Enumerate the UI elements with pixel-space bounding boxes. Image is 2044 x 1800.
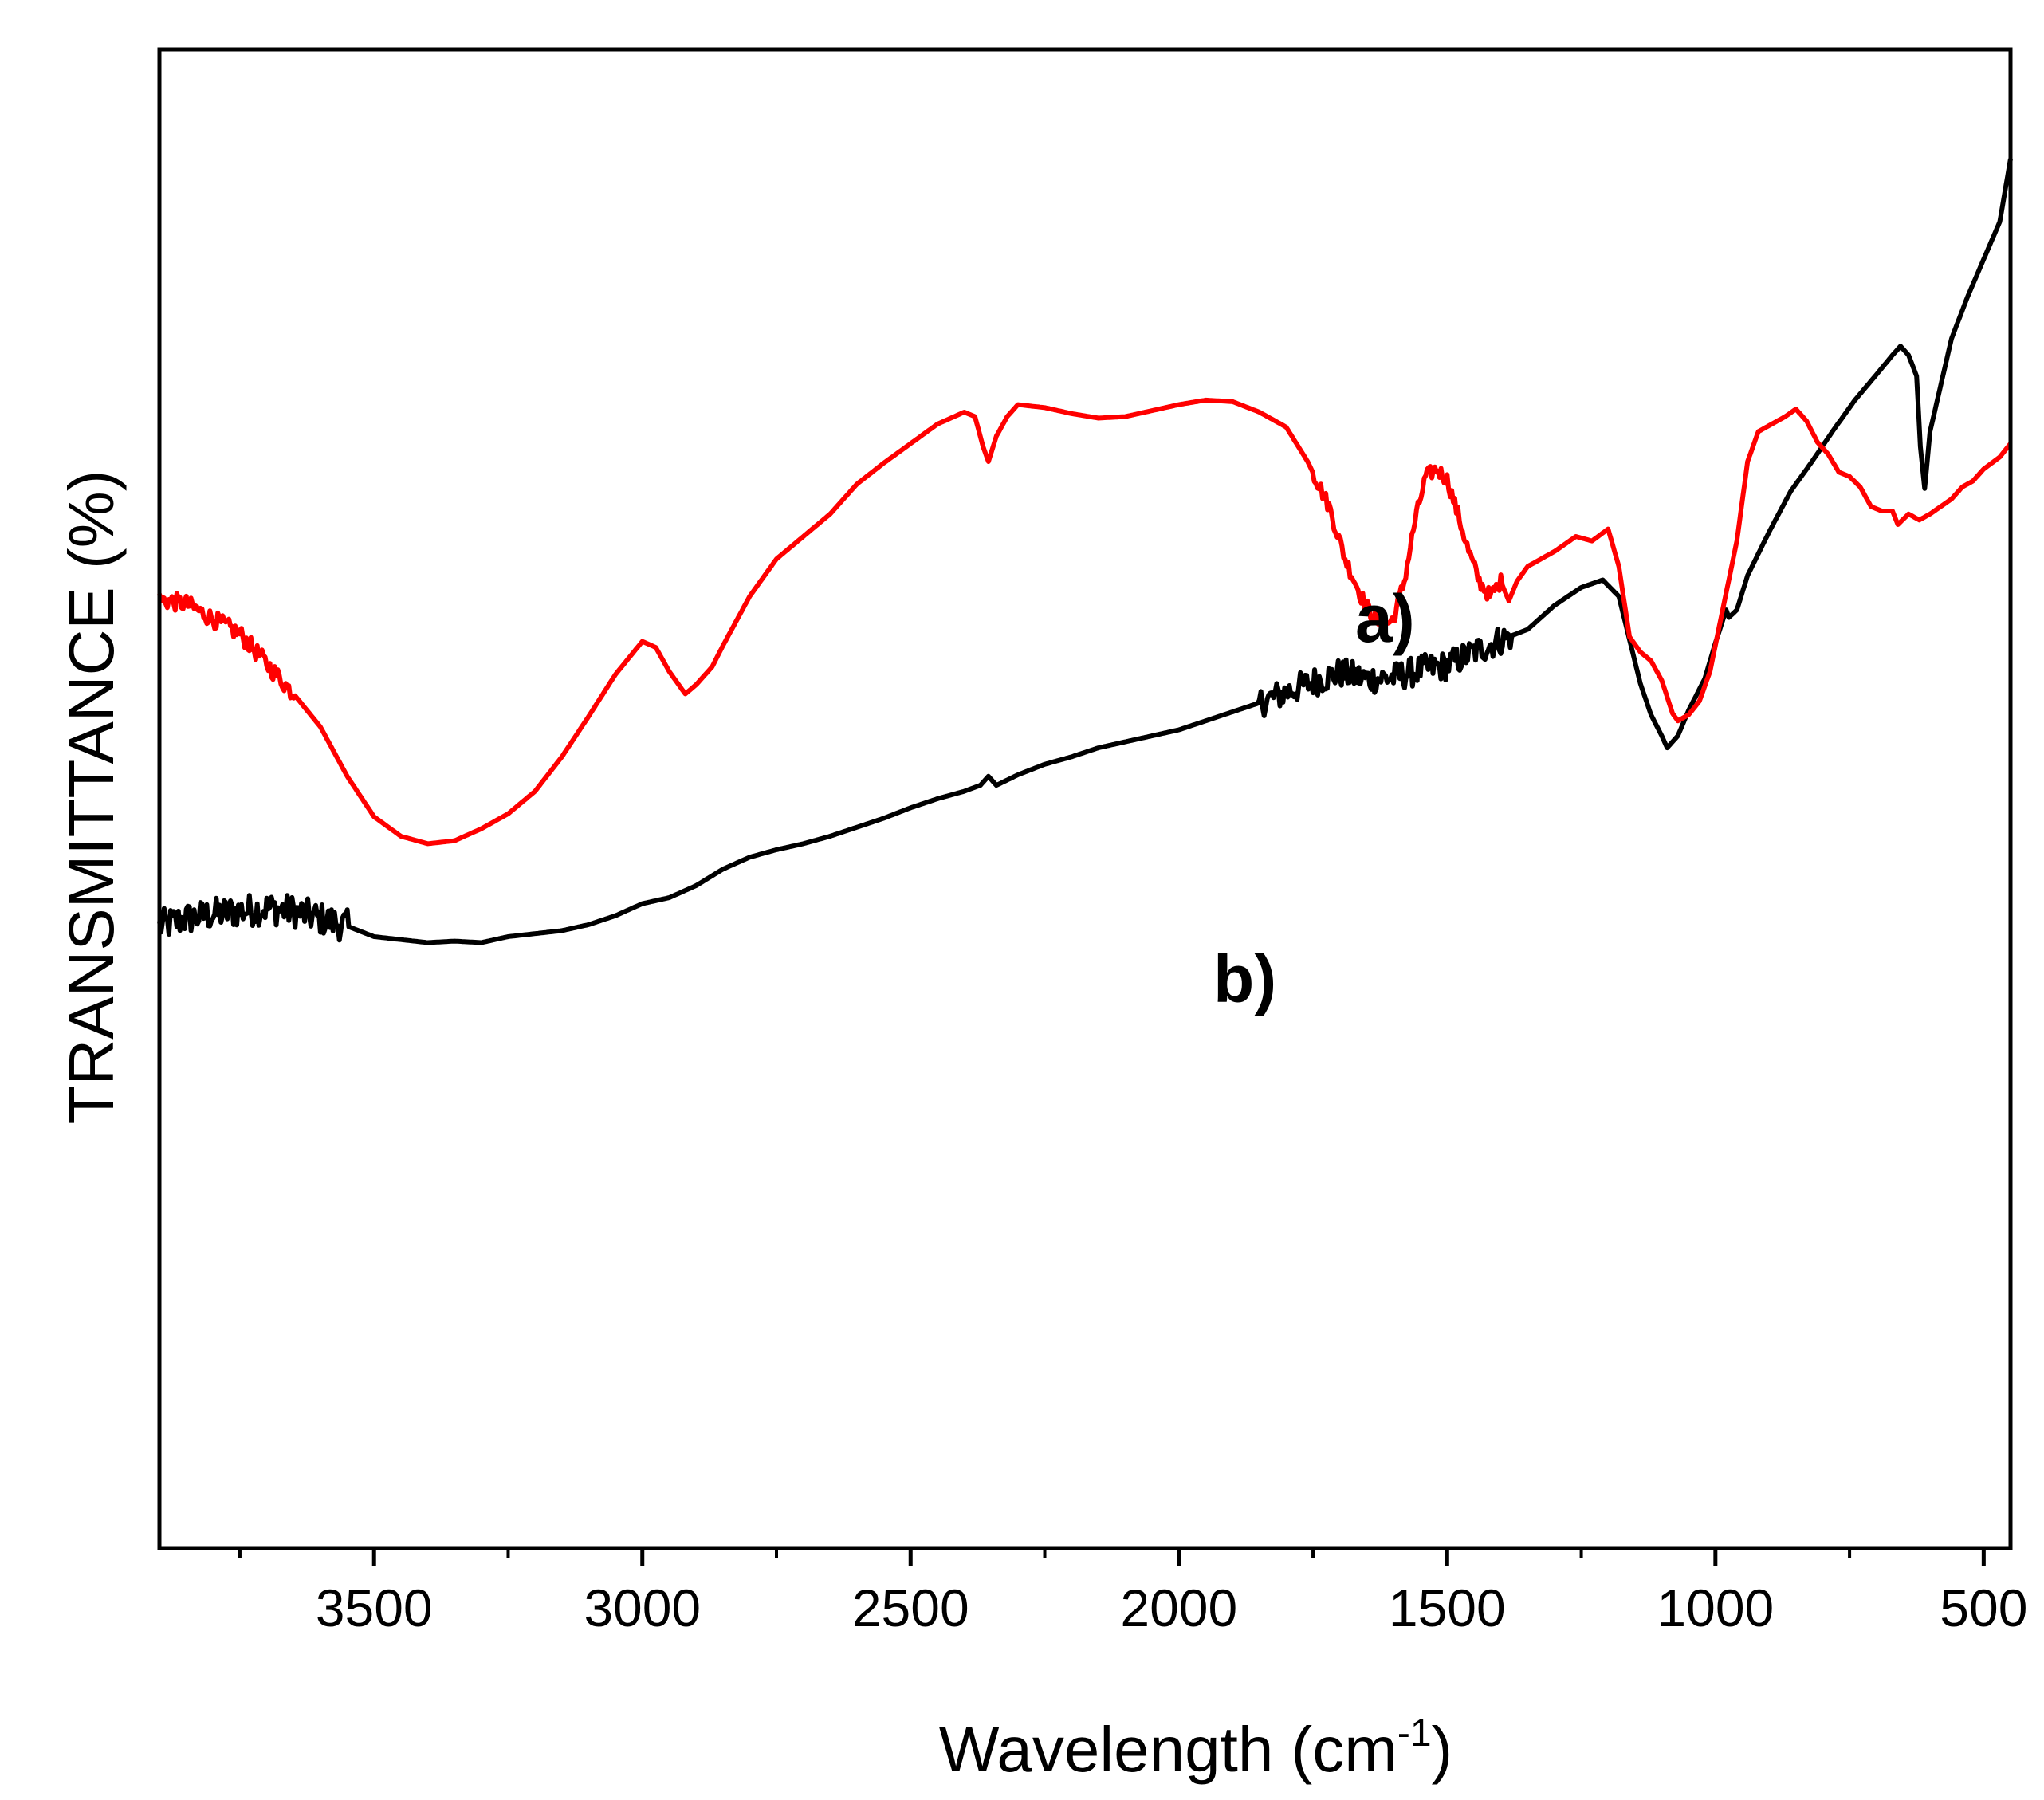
x-tick-label: 500 [1940, 1578, 2027, 1637]
x-tick-label: 3000 [584, 1578, 701, 1637]
x-tick-label: 1000 [1657, 1578, 1774, 1637]
x-axis-ticks: 3500 3000 2500 2000 1500 1000 500 [238, 1548, 2027, 1637]
x-axis-title-main: Wavelength (cm [939, 1714, 1397, 1785]
series-b-line [157, 397, 2013, 847]
series-label-a: a) [1355, 581, 1415, 656]
y-axis-title: TRANSMITTANCE (%) [56, 470, 127, 1125]
series-a-line [157, 158, 2013, 945]
x-axis-title: Wavelength (cm-1) [939, 1712, 1452, 1785]
x-axis-title-superscript: -1 [1397, 1712, 1432, 1755]
plot-frame [157, 47, 2013, 1550]
x-tick-label: 2000 [1120, 1578, 1237, 1637]
x-axis-title-suffix: ) [1432, 1714, 1453, 1785]
x-tick-label: 3500 [316, 1578, 433, 1637]
x-tick-label: 2500 [852, 1578, 969, 1637]
series-layer [157, 158, 2013, 945]
series-label-b: b) [1213, 941, 1276, 1016]
x-tick-label: 1500 [1389, 1578, 1506, 1637]
